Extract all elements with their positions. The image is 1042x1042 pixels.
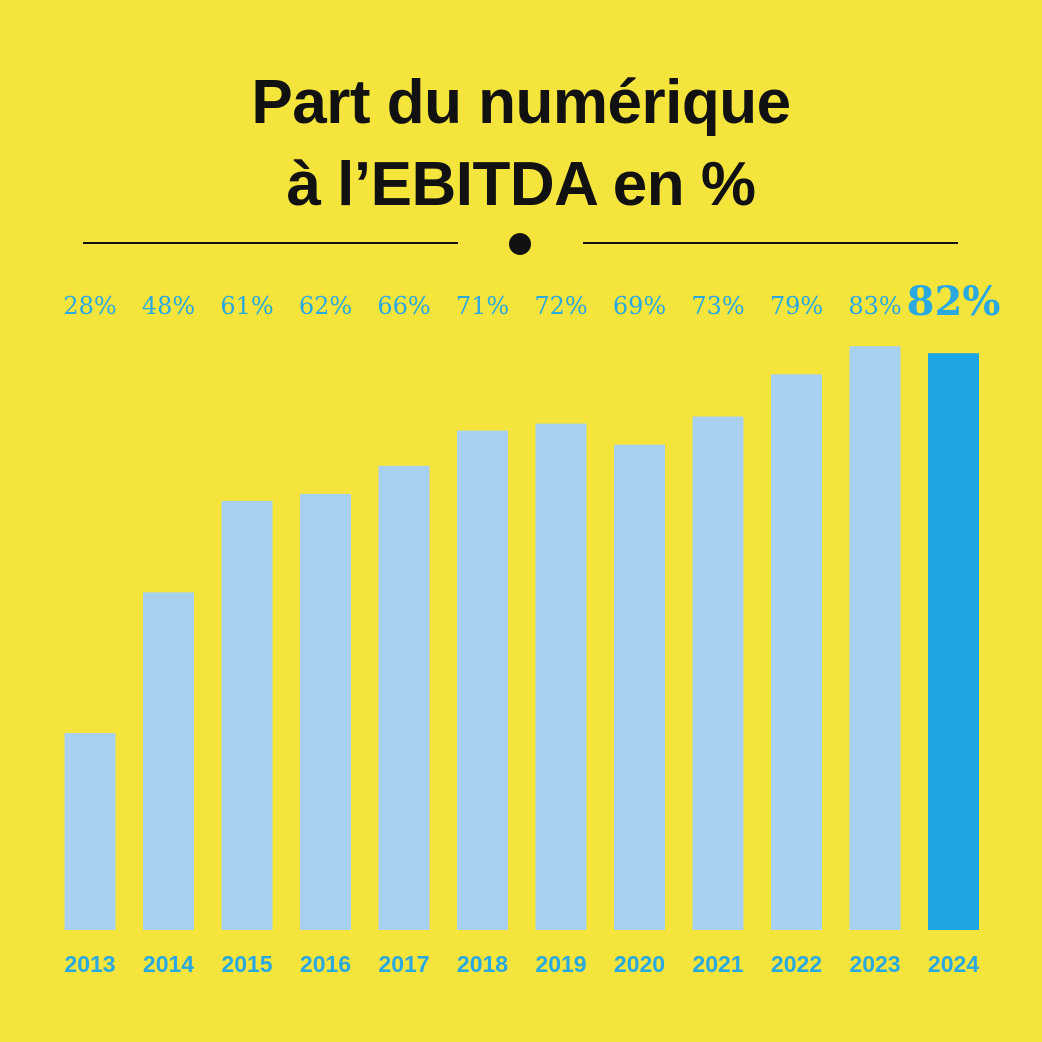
bar-2015 bbox=[221, 500, 273, 930]
value-label-2020: 69% bbox=[613, 292, 666, 320]
bar-2018 bbox=[457, 430, 508, 930]
year-label-2016: 2016 bbox=[300, 951, 351, 977]
bar-2023 bbox=[849, 346, 901, 930]
year-label-2022: 2022 bbox=[771, 951, 822, 977]
chart-title: Part du numérique à l’EBITDA en % bbox=[0, 62, 1042, 226]
value-label-2023: 83% bbox=[848, 292, 901, 320]
value-label-2016: 62% bbox=[299, 292, 352, 320]
chart-title-line-2: à l’EBITDA en % bbox=[286, 150, 756, 219]
bars-group bbox=[64, 346, 979, 930]
year-label-2020: 2020 bbox=[614, 951, 665, 977]
value-label-2024: 82% bbox=[907, 278, 1001, 325]
bar-2021 bbox=[692, 416, 744, 930]
value-label-2021: 73% bbox=[691, 292, 744, 320]
bar-2016 bbox=[300, 493, 351, 930]
year-label-2019: 2019 bbox=[535, 951, 586, 977]
value-label-2022: 79% bbox=[770, 292, 823, 320]
value-label-2017: 66% bbox=[377, 292, 430, 320]
bar-2019 bbox=[535, 423, 587, 930]
bar-2024 bbox=[928, 353, 979, 930]
bar-2017 bbox=[378, 465, 430, 930]
value-label-2013: 28% bbox=[63, 292, 116, 320]
value-label-2015: 61% bbox=[220, 292, 273, 320]
bar-2013 bbox=[64, 733, 116, 930]
chart-title-line-1: Part du numérique bbox=[251, 68, 791, 137]
bar-2014 bbox=[143, 592, 194, 930]
divider-dot bbox=[509, 233, 531, 255]
year-label-2013: 2013 bbox=[64, 951, 115, 977]
value-label-2014: 48% bbox=[142, 292, 195, 320]
year-label-2014: 2014 bbox=[143, 951, 194, 977]
year-labels-group: 2013 2014 2015 2016 2017 2018 2019 2020 2021 2022… bbox=[64, 951, 979, 977]
bar-2020 bbox=[614, 444, 665, 930]
year-label-2024: 2024 bbox=[928, 951, 979, 977]
value-label-2018: 71% bbox=[456, 292, 509, 320]
year-label-2017: 2017 bbox=[378, 951, 429, 977]
year-label-2023: 2023 bbox=[849, 951, 900, 977]
year-label-2018: 2018 bbox=[457, 951, 508, 977]
value-label-2019: 72% bbox=[534, 292, 587, 320]
value-labels-group: 28% 48% 61% 62% 66% 71% 72% 69% 73% 79% 83% 82% bbox=[63, 278, 1000, 325]
bar-2022 bbox=[771, 374, 822, 930]
year-label-2015: 2015 bbox=[221, 951, 272, 977]
year-label-2021: 2021 bbox=[692, 951, 743, 977]
